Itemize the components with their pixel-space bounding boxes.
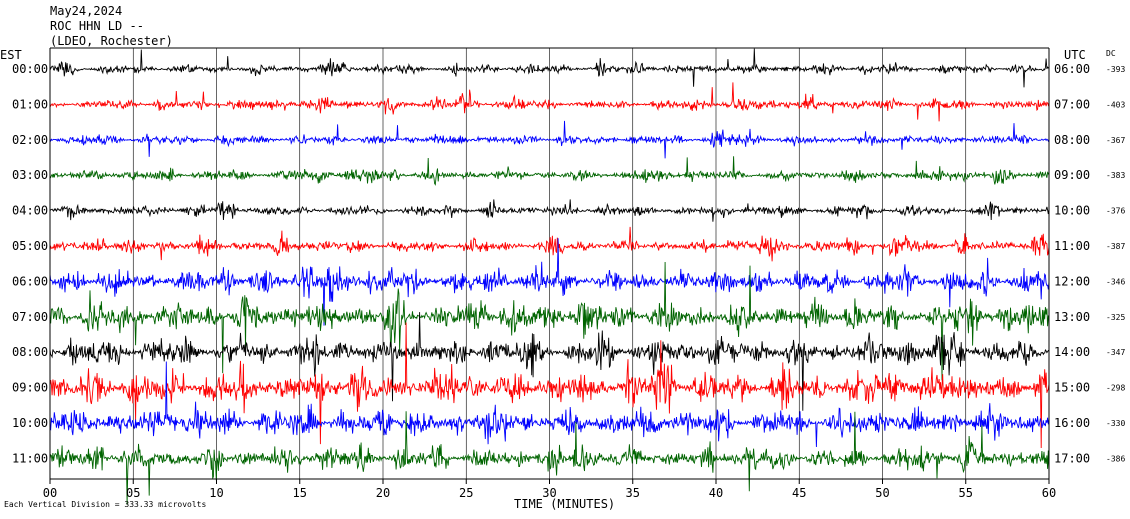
- trace-row-1000: [49, 361, 1050, 448]
- seismic-traces: [49, 48, 1050, 505]
- est-label-0600: 06:00: [12, 274, 48, 288]
- utc-label-1500: 15:00: [1054, 381, 1090, 395]
- utc-time-labels: 06:00 07:00 08:00 09:00 10:00 11:00 12:00 13:00…: [1054, 62, 1090, 465]
- x-tick-label-50: 50: [875, 486, 889, 500]
- est-zone-label: EST: [0, 48, 22, 62]
- dc-label-8: -347: [1106, 348, 1125, 357]
- x-tick-label-25: 25: [459, 486, 473, 500]
- grid-lines: [132, 48, 967, 479]
- dc-label-4: -376: [1106, 207, 1125, 216]
- est-label-0900: 09:00: [12, 381, 48, 395]
- x-tick-label-40: 40: [709, 486, 723, 500]
- plot-header: May24,2024 ROC HHN LD -- (LDEO, Rocheste…: [50, 4, 173, 49]
- dc-label-9: -298: [1106, 384, 1125, 393]
- utc-label-1300: 13:00: [1054, 310, 1090, 324]
- utc-label-1600: 16:00: [1054, 416, 1090, 430]
- network-label: (LDEO, Rochester): [50, 34, 173, 48]
- est-label-0400: 04:00: [12, 204, 48, 218]
- station-label: ROC HHN LD --: [50, 19, 144, 33]
- x-tick-label-00: 00: [43, 486, 57, 500]
- utc-label-0600: 06:00: [1054, 62, 1090, 76]
- x-tick-label-30: 30: [542, 486, 556, 500]
- est-label-0800: 08:00: [12, 345, 48, 359]
- dc-header-label: DC: [1106, 49, 1116, 58]
- x-tick-label-05: 05: [126, 486, 140, 500]
- est-time-labels: 00:00 01:00 02:00 03:00 04:00 05:00 06:00 07:00…: [12, 62, 48, 465]
- trace-row-0400: [49, 199, 1050, 222]
- x-tick-label-10: 10: [209, 486, 223, 500]
- dc-label-0: -393: [1106, 65, 1125, 74]
- trace-row-0500: [49, 226, 1050, 262]
- dc-label-6: -346: [1106, 277, 1125, 286]
- utc-label-1400: 14:00: [1054, 345, 1090, 359]
- est-label-0000: 00:00: [12, 62, 48, 76]
- dc-label-2: -367: [1106, 136, 1125, 145]
- trace-row-1100: [49, 411, 1050, 505]
- trace-row-0700: [49, 261, 1050, 381]
- utc-label-0900: 09:00: [1054, 168, 1090, 182]
- dc-label-1: -403: [1106, 100, 1125, 109]
- utc-zone-label: UTC: [1064, 48, 1086, 62]
- x-tick-label-20: 20: [376, 486, 390, 500]
- est-label-0500: 05:00: [12, 239, 48, 253]
- x-tick-label-55: 55: [959, 486, 973, 500]
- trace-row-0200: [49, 120, 1050, 159]
- trace-row-0600: [49, 238, 1050, 326]
- trace-row-0300: [49, 156, 1050, 186]
- utc-label-1200: 12:00: [1054, 274, 1090, 288]
- est-label-0100: 01:00: [12, 97, 48, 111]
- est-label-1000: 10:00: [12, 416, 48, 430]
- date-label: May24,2024: [50, 4, 123, 18]
- x-axis-title: TIME (MINUTES): [514, 497, 615, 511]
- dc-offset-labels: -393 -403 -367 -383 -376 -387 -346 -325 -347 -298…: [1106, 65, 1125, 463]
- utc-label-0700: 07:00: [1054, 97, 1090, 111]
- x-tick-label-35: 35: [626, 486, 640, 500]
- dc-label-10: -330: [1106, 419, 1125, 428]
- dc-label-7: -325: [1106, 313, 1125, 322]
- utc-label-1700: 17:00: [1054, 451, 1090, 465]
- utc-label-0800: 08:00: [1054, 133, 1090, 147]
- est-label-0700: 07:00: [12, 310, 48, 324]
- x-tick-label-45: 45: [792, 486, 806, 500]
- est-label-1100: 11:00: [12, 451, 48, 465]
- trace-row-0100: [49, 82, 1050, 122]
- x-tick-label-15: 15: [293, 486, 307, 500]
- dc-label-3: -383: [1106, 171, 1125, 180]
- dc-label-5: -387: [1106, 242, 1125, 251]
- trace-row-0000: [49, 48, 1050, 88]
- est-label-0200: 02:00: [12, 133, 48, 147]
- x-tick-label-60: 60: [1042, 486, 1056, 500]
- vertical-division-note: Each Vertical Division = 333.33 microvol…: [4, 500, 207, 509]
- x-axis-ticks: 00 05 10 15 20 25 30 35 40 45 50 55 60: [43, 479, 1056, 500]
- dc-label-11: -386: [1106, 454, 1125, 463]
- utc-label-1000: 10:00: [1054, 204, 1090, 218]
- est-label-0300: 03:00: [12, 168, 48, 182]
- trace-row-0800: [49, 312, 1050, 411]
- utc-label-1100: 11:00: [1054, 239, 1090, 253]
- trace-row-0900: [49, 322, 1050, 449]
